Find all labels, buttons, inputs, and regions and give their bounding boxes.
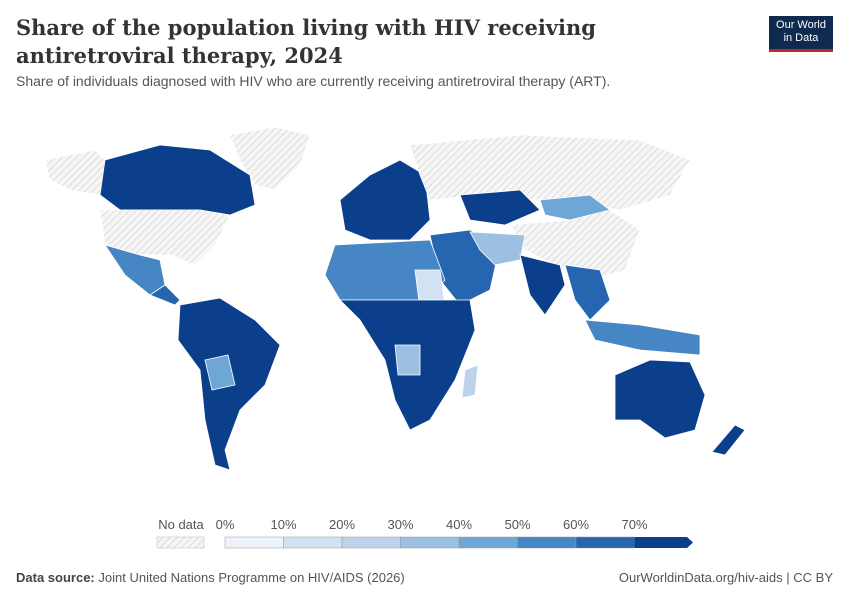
legend-swatch: [224, 536, 284, 549]
subtitle: Share of individuals diagnosed with HIV …: [16, 73, 611, 89]
india: [519, 254, 566, 316]
countries: [44, 126, 746, 471]
legend-no-data: [156, 536, 205, 549]
new-zealand: [711, 424, 746, 456]
bolivia: [204, 354, 236, 391]
link[interactable]: OurWorldinData.org/hiv-aids | CC BY: [618, 570, 833, 585]
russia: [409, 134, 691, 211]
madagascar: [461, 364, 479, 399]
legend-swatch: [458, 536, 518, 549]
legend-tick-label: 40%: [446, 517, 472, 532]
europe: [339, 159, 431, 241]
indonesia: [584, 319, 701, 356]
australia: [614, 359, 706, 439]
alaska: [44, 149, 111, 196]
legend-swatch: [283, 536, 343, 549]
legend-tick-label: 30%: [387, 517, 413, 532]
source-text: Joint United Nations Programme on HIV/AI…: [98, 570, 405, 585]
legend-tick-label: 60%: [563, 517, 589, 532]
legend-swatch: [400, 536, 460, 549]
legend-tick-label: 10%: [270, 517, 296, 532]
logo-line: in Data: [783, 32, 819, 44]
legend-swatch: [341, 536, 401, 549]
legend-tick-label: 20%: [329, 517, 355, 532]
source-label: Data source:: [16, 570, 95, 585]
angola: [394, 344, 421, 376]
kazakhstan: [459, 189, 541, 226]
legend-swatch: [517, 536, 577, 549]
logo[interactable]: Our World in Data: [769, 16, 833, 52]
legend-tick-label: 0%: [216, 517, 235, 532]
legend-no-data-label: No data: [158, 517, 204, 532]
canada: [99, 144, 256, 216]
logo-line: Our World: [776, 19, 826, 31]
legend-swatch: [634, 537, 693, 548]
source: Data source: Joint United Nations Progra…: [16, 570, 405, 585]
title: Share of the population living with HIV …: [16, 15, 596, 68]
china: [509, 209, 641, 281]
legend-tick-label: 50%: [504, 517, 530, 532]
iran-afghanistan: [469, 231, 526, 266]
legend-swatch: [575, 536, 635, 549]
central-america: [149, 284, 181, 306]
greenland: [229, 126, 311, 191]
legend-tick-label: 70%: [621, 517, 647, 532]
southeast-asia: [564, 264, 611, 321]
